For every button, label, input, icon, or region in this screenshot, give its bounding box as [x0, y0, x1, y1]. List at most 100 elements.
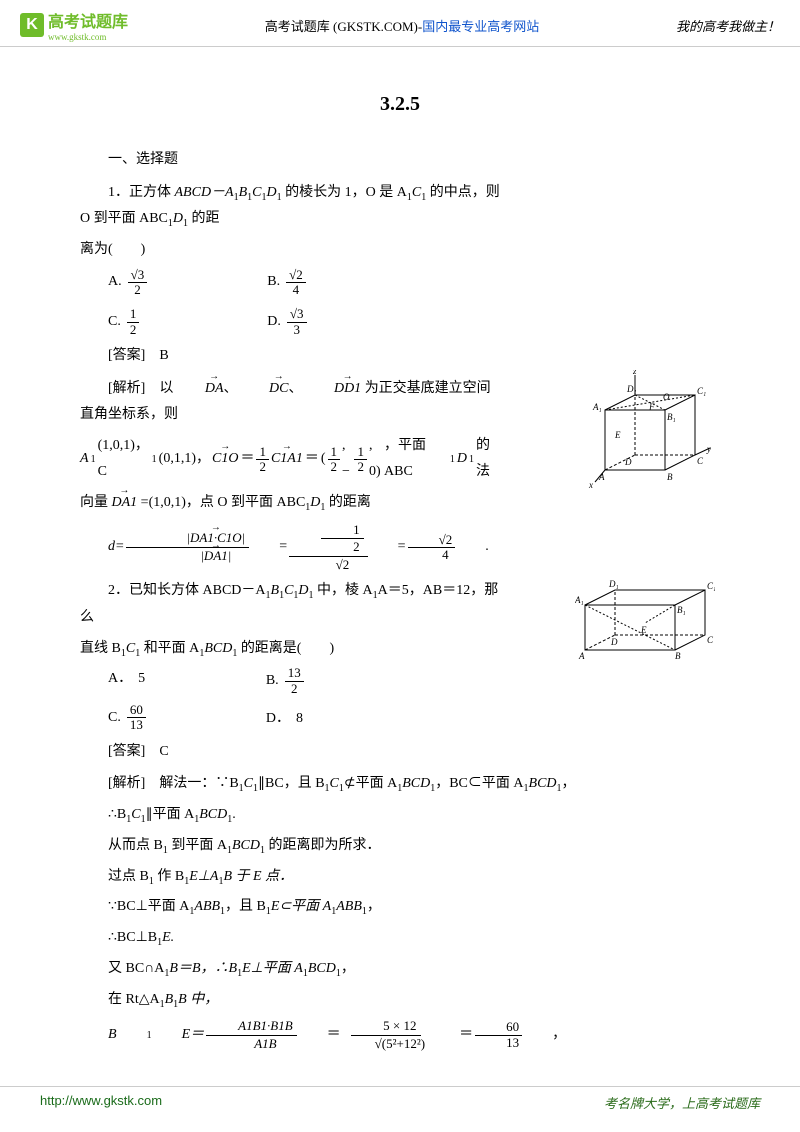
q1-text: C — [412, 185, 421, 200]
q2-sol-6: ∴BC⊥B1E. — [80, 925, 720, 952]
q1-answer: [答案] B — [80, 343, 720, 370]
t: ， — [562, 776, 576, 791]
t: ∥BC，且 B — [258, 776, 325, 791]
t: ， — [341, 961, 355, 976]
logo-url: www.gkstk.com — [48, 32, 128, 42]
q2-options: A．5 C. 6013 B. 132 D．8 — [108, 666, 720, 732]
text: D — [457, 446, 467, 473]
label: [解析] 以 — [108, 381, 173, 396]
t: ABB — [194, 899, 220, 914]
n: 5 × 12 — [351, 1018, 420, 1036]
d: √2 — [304, 557, 354, 574]
n: √2 — [408, 533, 456, 548]
frac-den: 4 — [290, 283, 303, 297]
t: BCD — [232, 838, 260, 853]
t: 和平面 A — [140, 641, 199, 656]
lbl: B — [667, 472, 673, 482]
lbl: E — [640, 625, 647, 635]
q2-opt-b: B. 132 — [266, 666, 304, 696]
t: B — [80, 1022, 117, 1049]
t: E. — [162, 930, 174, 945]
lbl: A — [598, 472, 605, 482]
lbl: F — [648, 402, 655, 412]
opt-label: A. — [108, 269, 122, 296]
t: ∴BC⊥B — [108, 930, 157, 945]
d: 2 — [256, 460, 269, 474]
text: D — [310, 495, 320, 510]
d: A1B — [222, 1036, 280, 1053]
page-title: 3.2.5 — [80, 85, 720, 123]
lbl: D — [624, 457, 632, 467]
l: A． — [108, 666, 132, 693]
t: [解析] 解法一：∵B — [108, 776, 239, 791]
q2-sol-3: 从而点 B1 到平面 A1BCD1 的距离即为所求． — [80, 833, 720, 860]
lbl: A — [578, 651, 585, 660]
text: 的距离 — [325, 495, 371, 510]
n: 60 — [127, 703, 146, 718]
lbl: A₁ — [592, 402, 602, 412]
frac-num: √2 — [286, 268, 306, 283]
t: B＝B，∴B — [169, 961, 237, 976]
page-header: K 高考试题库 www.gkstk.com 高考试题库 (GKSTK.COM)-… — [0, 0, 800, 47]
t: BCD — [529, 776, 557, 791]
q2-opt-c: C. 6013 — [108, 703, 146, 733]
t: ∵BC⊥平面 A — [108, 899, 189, 914]
n: 1 — [256, 445, 269, 460]
q1-stem: 1．正方体 ABCD－A1B1C1D1 的棱长为 1，O 是 A1C1 的中点，… — [80, 180, 500, 234]
lbl: D₁ — [608, 579, 619, 589]
text: (1,0,1)，C — [98, 433, 150, 486]
t: ， — [367, 899, 381, 914]
q1-text: 1．正方体 — [108, 185, 175, 200]
q1-analysis-2: A1(1,0,1)，C1(0,1,1)， C1O＝ 12 C1A1＝ (12, … — [80, 433, 500, 486]
footer-url[interactable]: http://www.gkstk.com — [40, 1093, 162, 1112]
text: 的法 — [476, 433, 500, 486]
t: E⊂平面 A — [271, 899, 331, 914]
q1-opt-c: C. 12 — [108, 307, 147, 337]
t: 直线 B — [80, 641, 121, 656]
q1-text: ABCD－A — [175, 185, 234, 200]
t: 的距离即为所求． — [265, 838, 381, 853]
sep: 、 — [224, 381, 238, 396]
q2-opt-d: D．8 — [266, 706, 304, 733]
t: BCD — [199, 807, 227, 822]
q1-opt-b: B. √24 — [267, 268, 306, 298]
q1-text: B — [239, 185, 248, 200]
figure-cuboid: A B C D A₁ B₁ C₁ D₁ E — [575, 565, 715, 660]
frac-den: 2 — [131, 283, 144, 297]
figure-cube: z y x A B C D A₁ B₁ C₁ D₁ O F E — [585, 370, 715, 490]
t: ABB — [336, 899, 362, 914]
q2-opt-a: A．5 — [108, 666, 146, 693]
d: 4 — [411, 548, 452, 562]
q2-stem-2: 直线 B1C1 和平面 A1BCD1 的距离是( ) — [80, 636, 500, 663]
q1-text: C — [252, 185, 261, 200]
t: B — [271, 583, 280, 598]
text: (0,1,1)， — [159, 446, 210, 473]
n: 13 — [285, 666, 304, 681]
t: BCD — [402, 776, 430, 791]
q1-text: 的距 — [188, 211, 220, 226]
q1-analysis-3: 向量 DA1 =(1,0,1)，点 O 到平面 ABC1D1 的距离 — [80, 490, 500, 517]
logo-icon: K — [20, 13, 44, 37]
t: ， — [524, 1022, 566, 1049]
lbl: B₁ — [677, 605, 686, 615]
section-heading: 一、选择题 — [80, 147, 720, 174]
footer-slogan: 考名牌大学，上高考试题库 — [604, 1093, 760, 1112]
axis-y: y — [706, 444, 711, 454]
lbl: B₁ — [667, 412, 676, 422]
text: ，平面 ABC — [384, 433, 448, 486]
eq: = — [370, 534, 406, 561]
header-center-prefix: 高考试题库 (GKSTK.COM)- — [265, 19, 422, 34]
q1-stem-line2: 离为( ) — [80, 237, 720, 264]
t: 在 Rt△A — [108, 992, 160, 1007]
t: 的距离是( ) — [237, 641, 334, 656]
q1-text: D — [173, 211, 183, 226]
t: C — [330, 776, 339, 791]
page-footer: http://www.gkstk.com 考名牌大学，上高考试题库 — [0, 1086, 800, 1112]
eq: ＝ — [299, 1022, 341, 1049]
t: BCD — [204, 641, 232, 656]
q2-sol-4: 过点 B1 作 B1E⊥A1B 于 E 点． — [80, 864, 720, 891]
dot: . — [457, 534, 489, 561]
n: 60 — [475, 1020, 522, 1035]
q1-opt-a: A. √32 — [108, 268, 147, 298]
q1-options: A. √32 C. 12 B. √24 D. √33 — [108, 268, 720, 337]
